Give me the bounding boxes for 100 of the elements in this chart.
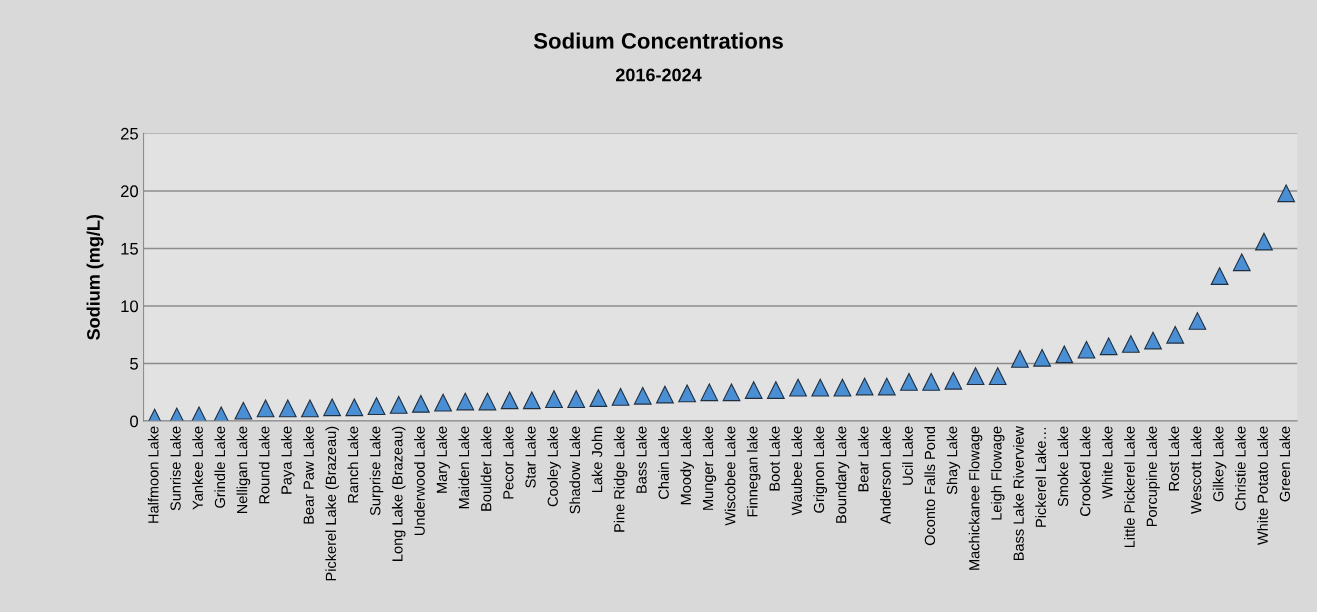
point [1255, 232, 1273, 251]
point [411, 394, 430, 413]
point [766, 381, 785, 399]
x-tick-label: Moody Lake [680, 426, 694, 505]
point [1232, 253, 1251, 272]
point [234, 401, 253, 420]
point [1144, 331, 1162, 350]
x-tick-label: Gilkey Lake [1212, 426, 1227, 502]
point [301, 399, 319, 418]
y-tick-label: 0 [130, 415, 139, 428]
point [656, 385, 674, 404]
x-tick-label: Halfmoon Lake [147, 426, 159, 523]
x-tick-label: Long Lake (Brazeau) [391, 426, 406, 561]
x-tick-label: Pine Ridge Lake [613, 426, 628, 532]
point [966, 367, 985, 386]
x-tick-label: Christie Lake [1234, 426, 1246, 511]
point [1166, 325, 1185, 344]
x-tick-label: Oconto Falls Pond [924, 426, 936, 546]
x-tick-label: Rost Lake [1168, 426, 1180, 491]
point [922, 373, 941, 391]
x-tick-label: White Potato Lake [1257, 426, 1268, 546]
point [722, 383, 741, 402]
x-tick-label: Lake John [591, 426, 603, 493]
x-tick-label: Wiscobee Lake [724, 426, 736, 526]
point [1077, 340, 1096, 359]
x-tick-label: Waubee Lake [791, 426, 802, 516]
y-tick-label: 10 [121, 300, 139, 313]
x-tick-label: Grignon Lake [813, 426, 828, 513]
x-tick-label: Machickanee Flowage [968, 426, 983, 570]
point [1210, 267, 1229, 285]
point [278, 399, 297, 418]
x-tick-label: Munger Lake [702, 426, 717, 510]
point [1121, 335, 1140, 353]
point [434, 393, 452, 412]
x-tick-label: Grindle Lake [214, 426, 226, 508]
x-tick-label: Bear Paw Lake [303, 426, 314, 524]
point [855, 377, 874, 396]
point [456, 392, 475, 411]
point [256, 399, 275, 418]
point [345, 398, 364, 417]
x-tick-label: Chain Lake [658, 426, 669, 499]
x-tick-label: Bear Lake [857, 426, 869, 492]
point [789, 378, 807, 397]
x-tick-label: Green Lake [1279, 426, 1291, 502]
x-tick-label: Porcupine Lake [1146, 426, 1160, 527]
y-axis-title: Sodium (mg/L) [86, 214, 104, 340]
point [900, 373, 918, 391]
y-tick-label: 15 [121, 243, 138, 255]
point [589, 389, 608, 407]
point [522, 391, 541, 410]
point [633, 386, 652, 405]
x-tick-label: Crooked Lake [1079, 426, 1091, 516]
y-tick-label: 20 [120, 185, 139, 198]
x-tick-label: Ranch Lake [347, 426, 359, 503]
x-tick-label: Mary Lake [436, 426, 450, 493]
x-tick-label: White Lake [1101, 426, 1113, 499]
point [700, 383, 719, 402]
point [1099, 337, 1118, 356]
point [988, 367, 1007, 386]
x-tick-label: Finnegan lake [746, 426, 761, 517]
x-tick-label: Round Lake [258, 426, 270, 504]
point [1277, 184, 1296, 203]
x-tick-label: Nelligan Lake [236, 426, 251, 514]
x-tick-label: Little Pickerel Lake [1124, 426, 1135, 548]
point [611, 388, 630, 406]
x-tick-label: Pecor Lake [502, 426, 514, 499]
x-tick-label: Star Lake [525, 426, 536, 488]
x-tick-label: Shay Lake [946, 426, 961, 495]
x-tick-label: Maiden Lake [458, 426, 470, 509]
chart-title: Sodium Concentrations [533, 32, 783, 49]
x-tick-label: Bass Lake [635, 426, 647, 493]
point [1188, 312, 1207, 330]
x-tick-label: Cooley Lake [547, 426, 561, 507]
point [811, 378, 830, 397]
point [567, 390, 586, 409]
chart-subtitle: 2016-2024 [615, 68, 702, 82]
point [389, 396, 408, 414]
x-tick-label: Pickerel Lake (Brazeau) [325, 426, 339, 581]
point [478, 392, 497, 411]
x-tick-label: Boulder Lake [480, 426, 492, 511]
x-tick-label: Underwood Lake [414, 426, 425, 536]
x-tick-label: Wescott Lake [1190, 426, 1202, 514]
point [1011, 350, 1029, 368]
x-tick-label: Sunrise Lake [170, 426, 181, 511]
point [877, 377, 896, 396]
x-tick-label: Boot Lake [769, 426, 780, 491]
x-tick-label: Smoke Lake [1057, 426, 1069, 507]
x-tick-label: Bass Lake Riverview [1013, 425, 1024, 561]
x-tick-label: Boundary Lake [835, 426, 850, 523]
x-tick-label: Leigh Flowage [990, 426, 1005, 520]
x-tick-label: Shadow Lake [569, 426, 581, 514]
point [833, 378, 852, 397]
point [367, 397, 386, 415]
x-tick-label: Paya Lake [280, 426, 295, 494]
x-tick-label: Ucil Lake [902, 426, 913, 485]
y-tick-label: 25 [120, 127, 138, 140]
point [1055, 345, 1074, 364]
point [678, 384, 697, 403]
x-tick-label: Yankee Lake [192, 426, 203, 510]
point [744, 381, 763, 399]
